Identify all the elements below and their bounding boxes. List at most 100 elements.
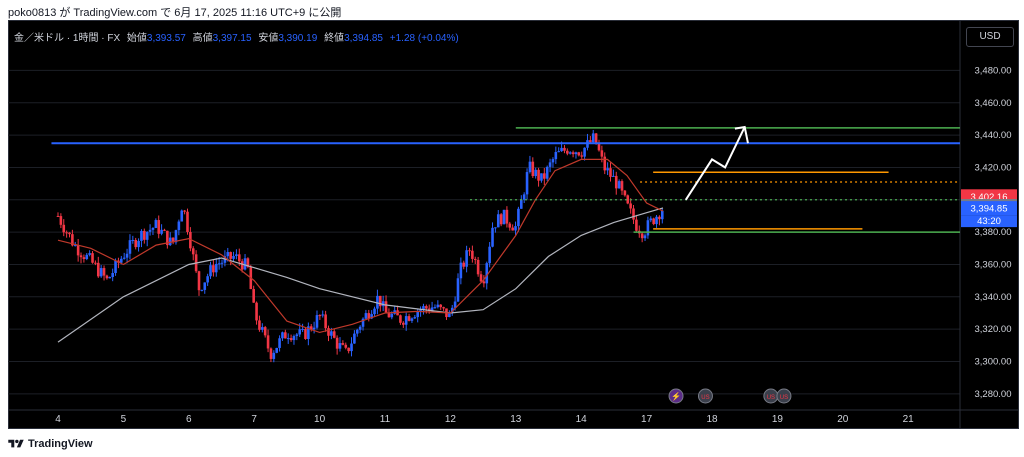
candle-body [122,257,126,259]
us-flag-event-icon[interactable] [697,388,713,404]
candle-body [563,147,566,151]
candle-body [617,181,621,189]
tradingview-logo-icon [8,439,24,448]
candle-body [488,246,491,264]
candle-body [284,332,287,339]
candle-body [422,306,425,310]
candle-body [589,140,592,143]
candle-body [353,333,356,344]
tradingview-footer[interactable]: TradingView [8,436,93,452]
publish-header: poko0813 が TradingView.com で 6月 17, 2025… [0,0,1024,20]
candle-body [384,301,388,313]
candle-body [355,329,359,334]
lightning-event-icon-glyph: ⚡ [671,391,681,401]
forecast-arrow[interactable] [684,126,746,201]
candle-body [237,254,241,262]
candle-body [453,301,457,308]
high-label: 高値 [192,33,213,44]
candle-body [448,312,451,318]
candle-body [407,316,411,321]
candle-body [543,173,546,179]
low-label: 安値 [258,33,279,44]
x-tick-label: 4 [55,414,61,425]
x-tick-label: 6 [186,414,192,425]
x-tick-label: 18 [706,414,718,425]
candle-body [433,307,437,309]
candle-body [471,250,474,259]
candle-body [261,327,264,330]
candle-body [376,295,379,309]
candle-body [459,262,463,279]
candle-body [640,233,644,239]
candle-body [307,326,310,340]
x-tick-label: 11 [380,414,391,425]
candle-body [491,227,494,247]
candle-body [102,268,106,276]
y-tick-label: 3,320.00 [975,324,1012,335]
chart-frame[interactable] [8,20,1019,429]
candle-body [281,332,284,339]
candle-body [125,253,129,258]
candle-body [235,254,238,257]
candle-body [373,308,376,315]
candle-body [200,289,204,291]
candle-body [151,227,155,230]
candle-body [62,224,66,233]
candle-body [321,314,325,316]
candle-body [450,307,454,313]
lightning-event-icon[interactable] [668,388,684,404]
candle-body [108,277,112,279]
candle-body [568,152,572,154]
candle-body [111,273,114,278]
currency-button[interactable]: USD [966,27,1014,47]
close-value: 3,394.85 [344,33,383,44]
candle-body [209,265,212,277]
y-tick-label: 3,460.00 [975,98,1012,109]
close-label: 終値 [324,33,345,44]
candle-body [652,218,655,225]
candle-body [137,240,140,248]
candle-body [525,172,529,195]
candle-body [301,328,304,330]
us-flag-event-icon[interactable] [776,388,792,404]
candle-body [600,150,604,157]
candle-body [298,329,302,335]
x-tick-label: 10 [314,414,326,425]
candle-body [206,276,209,283]
candle-body [494,227,497,229]
candle-body [226,252,230,257]
y-tick-label: 3,420.00 [975,162,1012,173]
candle-body [105,275,109,279]
candle-body [309,326,313,330]
price-chart[interactable]: 3,480.003,460.003,440.003,420.003,400.00… [8,20,1019,429]
candle-body [381,301,385,307]
candle-body [505,209,509,224]
forecast-arrow-head[interactable] [734,125,749,144]
candle-body [160,229,163,234]
ohlc-legend: 金／米ドル · 1時間 · FX 始値3,393.57 高値3,397.15 安… [14,29,459,44]
candle-body [56,215,60,217]
candle-body [191,248,195,255]
slow-moving-average-line [57,207,664,343]
candle-body [82,257,86,260]
candle-body [390,313,394,318]
candle-body [189,231,192,249]
x-tick-label: 7 [251,414,257,425]
candle-body [240,261,244,270]
candle-body [591,133,595,143]
candle-body [76,245,80,256]
candle-body [232,256,235,259]
candle-body [367,313,371,319]
candle-body [120,258,123,263]
high-value: 3,397.15 [212,33,252,44]
candle-body [220,262,224,264]
candle-body [574,152,578,155]
candle-body [402,322,405,325]
candle-body [660,210,664,220]
candle-body [609,168,612,177]
candle-body [476,259,480,275]
candle-body [387,312,391,318]
candle-body [286,338,290,340]
candle-body [59,216,63,225]
candle-body [143,230,146,240]
